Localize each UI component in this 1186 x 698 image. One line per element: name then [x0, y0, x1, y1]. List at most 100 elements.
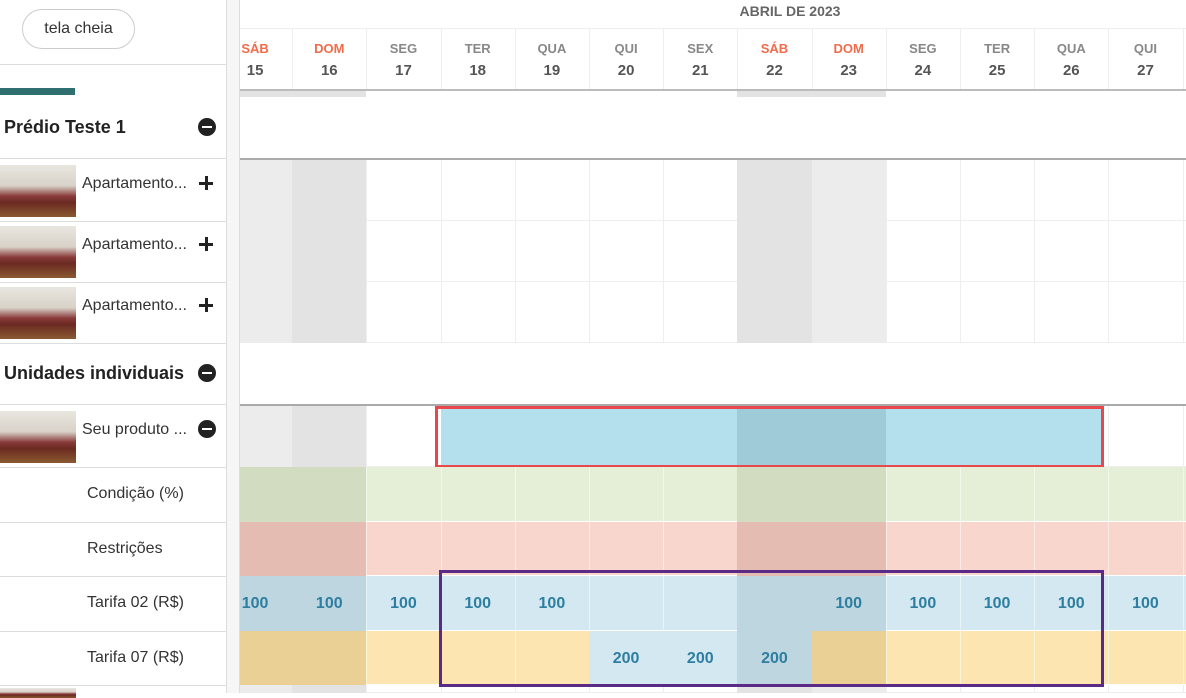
column-line — [885, 221, 887, 282]
weekday-label: SEG — [909, 41, 937, 56]
cell — [292, 467, 367, 522]
unit-name: Apartamento... — [82, 236, 187, 253]
weekend-cell — [737, 282, 812, 343]
column-line — [514, 630, 516, 685]
rate-value: 100 — [835, 595, 863, 612]
column-line — [663, 576, 665, 631]
column-line — [440, 221, 442, 282]
collapse-icon — [198, 364, 216, 382]
column-line — [1108, 521, 1110, 576]
selection-weekend — [737, 407, 812, 466]
column-line — [1034, 221, 1036, 282]
cell — [811, 576, 886, 631]
column-line — [811, 29, 813, 89]
rate-value: 100 — [390, 595, 417, 612]
rate-value: 200 — [612, 649, 640, 667]
column-line — [589, 685, 590, 693]
weekend-cell — [292, 406, 367, 467]
day-label: 21 — [691, 62, 709, 79]
weekday-label: TER — [464, 41, 491, 56]
column-line — [1108, 221, 1110, 282]
cell — [811, 467, 886, 522]
cell — [589, 630, 664, 685]
divider — [0, 521, 226, 523]
cell — [292, 521, 367, 576]
weekend-cell — [240, 160, 293, 221]
column-line — [885, 521, 887, 576]
left-panel: tela cheia Prédio Teste 1 Apartamento... A… — [0, 0, 226, 698]
column-line — [366, 521, 368, 576]
column-line — [366, 29, 368, 89]
weekend-cell — [811, 685, 886, 693]
row-label: Tarifa 02 (R$) — [87, 594, 184, 611]
column-line — [737, 29, 739, 89]
divider — [0, 343, 226, 344]
splitter[interactable] — [226, 0, 240, 693]
thumbnail — [0, 287, 76, 339]
column-line — [514, 160, 516, 221]
weekday-label: QUA — [537, 41, 567, 56]
weekday-label: SEG — [389, 41, 418, 56]
day-label: 23 — [840, 62, 858, 79]
column-line — [960, 467, 961, 522]
column-line — [514, 685, 516, 693]
column-line — [589, 29, 590, 89]
day-label: 16 — [320, 62, 338, 79]
column-line — [960, 221, 961, 282]
weekend-strip — [292, 91, 367, 97]
selection-weekend — [811, 407, 886, 466]
column-line — [1034, 282, 1036, 343]
cell — [663, 630, 738, 685]
day-label: 22 — [766, 62, 783, 79]
column-line — [589, 576, 590, 631]
column-line — [960, 630, 961, 685]
cell — [737, 576, 812, 631]
row-bg — [240, 467, 1186, 522]
unit-name: Apartamento... — [82, 175, 187, 192]
column-line — [589, 282, 590, 343]
column-line — [1034, 467, 1036, 522]
unit-name: Apartamento... — [82, 297, 187, 314]
rate-value: 200 — [686, 649, 714, 667]
column-line — [960, 282, 961, 343]
rate-value: 100 — [538, 595, 566, 612]
column-line — [1034, 521, 1036, 576]
header-line — [240, 89, 1186, 91]
column-line — [366, 160, 368, 221]
divider — [0, 221, 226, 222]
divider — [0, 685, 226, 686]
column-line — [1182, 406, 1184, 467]
column-line — [366, 576, 368, 631]
row-label: Condição (%) — [87, 485, 184, 502]
weekend-strip — [811, 91, 886, 97]
group-name: Unidades individuais — [4, 363, 185, 383]
day-label: 26 — [1062, 62, 1080, 79]
fullscreen-button[interactable]: tela cheia — [22, 9, 135, 49]
column-line — [663, 467, 665, 522]
column-line — [1108, 406, 1110, 467]
expand-icon — [199, 176, 213, 190]
column-line — [514, 467, 516, 522]
column-line — [514, 521, 516, 576]
row-bg — [240, 576, 1186, 631]
cell — [240, 467, 293, 522]
rate-value: 200 — [761, 649, 788, 667]
unit-name: Seu produto ... — [82, 421, 187, 438]
column-line — [663, 282, 665, 343]
month-title: ABRIL DE 2023 — [739, 3, 841, 19]
column-line — [1182, 685, 1184, 693]
thumbnail — [0, 411, 76, 463]
column-line — [440, 160, 442, 221]
column-line — [960, 685, 961, 693]
column-line — [366, 406, 368, 467]
column-line — [440, 282, 442, 343]
weekend-cell — [292, 160, 367, 221]
column-line — [885, 29, 887, 89]
cell — [240, 630, 293, 685]
collapse-icon — [198, 118, 216, 136]
column-line — [1108, 29, 1110, 89]
column-line — [1182, 221, 1184, 282]
weekend-cell — [292, 221, 367, 282]
group-border — [240, 404, 1186, 406]
